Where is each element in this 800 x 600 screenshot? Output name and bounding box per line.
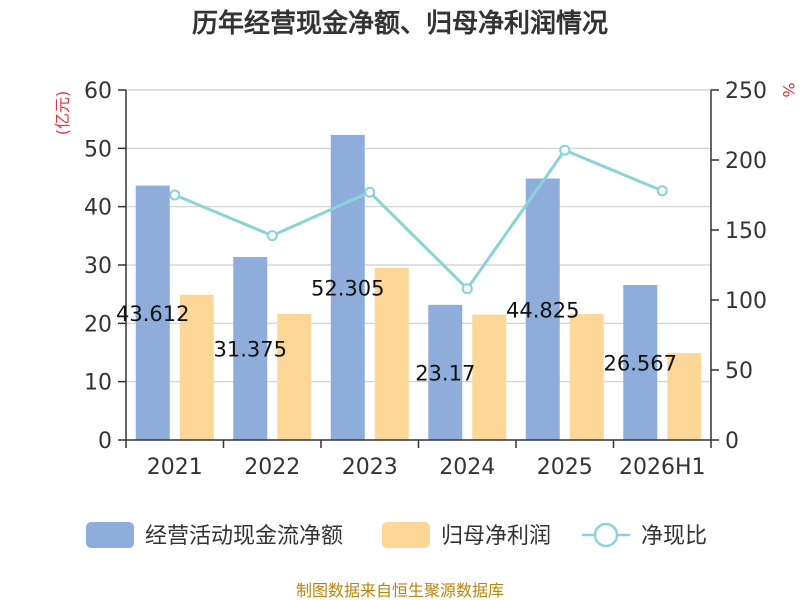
right-tick-label: 200 [725, 149, 767, 174]
x-tick-label: 2025 [537, 455, 593, 480]
bar-netprofit[interactable] [179, 294, 214, 440]
right-axis-ticks: 0 50 100 150 200 250 [711, 79, 767, 454]
x-tick-label: 2022 [244, 455, 300, 480]
legend-swatch-cashflow [86, 522, 134, 548]
left-tick-label: 50 [84, 137, 112, 162]
left-tick-label: 10 [84, 371, 112, 396]
data-labels: 43.612 31.375 52.305 23.17 44.825 26.567 [116, 276, 677, 385]
legend-item-netprofit[interactable]: 归母净利润 [382, 522, 551, 549]
ratio-point[interactable] [559, 144, 571, 156]
left-axis-unit: (亿元) [53, 91, 72, 136]
ratio-point[interactable] [266, 230, 278, 242]
x-tick-label: 2026H1 [619, 455, 706, 480]
bar-netprofit[interactable] [667, 353, 702, 440]
bar-cashflow[interactable] [135, 185, 170, 440]
left-tick-label: 60 [84, 79, 112, 104]
left-tick-label: 0 [98, 429, 112, 454]
data-label-cashflow: 31.375 [214, 337, 287, 361]
ratio-point[interactable] [656, 185, 668, 197]
right-tick-label: 100 [725, 289, 767, 314]
bar-cashflow[interactable] [233, 256, 268, 440]
data-label-cashflow: 52.305 [311, 276, 384, 300]
left-axis-ticks: 0 10 20 30 40 50 60 [84, 79, 126, 454]
left-tick-label: 40 [84, 196, 112, 221]
x-axis-ticks: 2021 2022 2023 2024 2025 2026H1 [125, 440, 712, 480]
legend-item-ratio[interactable]: 净现比 [582, 522, 707, 549]
right-tick-label: 150 [725, 219, 767, 244]
data-label-cashflow: 43.612 [116, 302, 189, 326]
legend-item-cashflow[interactable]: 经营活动现金流净额 [86, 522, 343, 549]
legend-label-cashflow: 经营活动现金流净额 [145, 524, 343, 549]
ratio-point[interactable] [169, 189, 181, 201]
bar-netprofit[interactable] [374, 267, 409, 440]
bar-netprofit[interactable] [569, 314, 604, 440]
right-tick-label: 250 [725, 79, 767, 104]
bar-cashflow[interactable] [428, 304, 463, 440]
x-tick-label: 2023 [342, 455, 398, 480]
ratio-line-series [169, 144, 668, 295]
data-label-cashflow: 23.17 [415, 361, 475, 385]
ratio-line [174, 148, 663, 292]
left-tick-label: 20 [84, 312, 112, 337]
chart-title: 历年经营现金净额、归母净利润情况 [192, 8, 608, 39]
bar-cashflow[interactable] [330, 134, 365, 440]
ratio-point[interactable] [364, 186, 376, 198]
right-axis-unit: % [779, 82, 798, 97]
x-tick-label: 2024 [439, 455, 495, 480]
source-note: 制图数据来自恒生聚源数据库 [296, 581, 504, 600]
data-label-cashflow: 44.825 [506, 298, 579, 322]
bar-netprofit[interactable] [472, 314, 507, 440]
legend-marker-ratio [593, 522, 619, 548]
bar-series [135, 134, 702, 441]
x-tick-label: 2021 [147, 455, 203, 480]
right-tick-label: 50 [725, 359, 753, 384]
bar-cashflow[interactable] [525, 178, 560, 441]
legend-label-ratio: 净现比 [641, 524, 707, 549]
legend-label-netprofit: 归母净利润 [441, 524, 551, 549]
data-label-cashflow: 26.567 [604, 352, 677, 376]
bar-netprofit[interactable] [277, 314, 312, 440]
right-tick-label: 0 [725, 429, 739, 454]
legend-swatch-netprofit [382, 522, 430, 548]
ratio-point[interactable] [461, 283, 473, 295]
legend: 经营活动现金流净额 归母净利润 净现比 [86, 522, 707, 549]
bar-cashflow[interactable] [623, 285, 658, 440]
gridlines [126, 89, 711, 383]
left-tick-label: 30 [84, 254, 112, 279]
